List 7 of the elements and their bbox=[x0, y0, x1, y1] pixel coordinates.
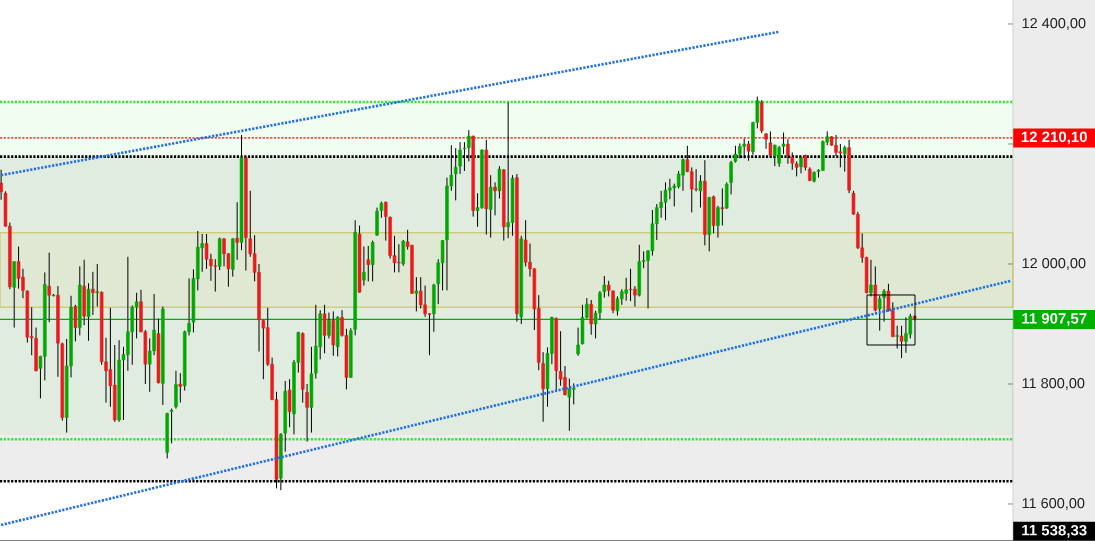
y-tick-label: 11 600,00 bbox=[1022, 497, 1085, 510]
y-tick-label: 12 000,00 bbox=[1022, 257, 1086, 270]
ref-line-label: 11 907,57 bbox=[1022, 313, 1087, 326]
y-tick-label: 12 400,00 bbox=[1022, 17, 1086, 30]
ref-line-label: 12 210,10 bbox=[1021, 131, 1087, 145]
ref-line-label: 11 538,33 bbox=[1022, 524, 1087, 538]
y-tick-label: 11 800,00 bbox=[1022, 377, 1085, 390]
